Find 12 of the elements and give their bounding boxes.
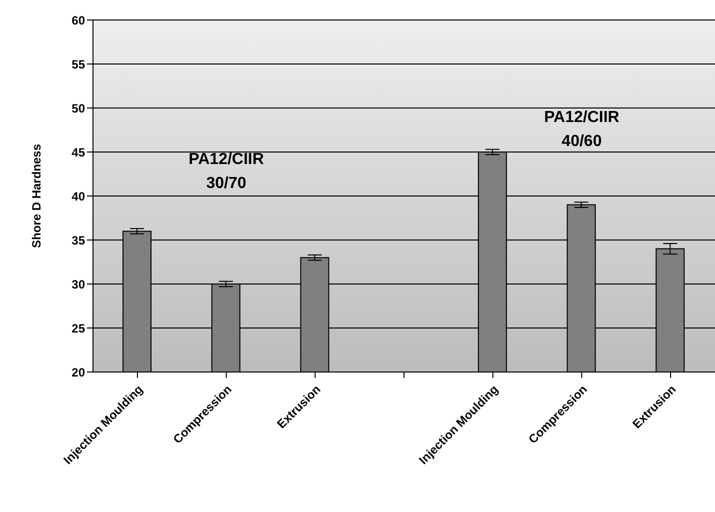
y-tick-label: 20 [72,365,86,380]
y-tick-label: 50 [72,101,86,116]
y-tick-label: 25 [72,321,86,336]
y-tick-label: 40 [72,189,86,204]
y-tick-label: 60 [72,13,86,28]
y-tick-label: 45 [72,145,86,160]
annotation: PA12/CIIR 30/70 [188,150,265,194]
y-tick-label: 30 [72,277,86,292]
y-tick-label: 55 [72,57,86,72]
y-axis-title: Shore D Hardness [29,144,44,248]
y-tick-label: 35 [72,233,86,248]
annotation: PA12/CIIR 40/60 [543,108,620,152]
